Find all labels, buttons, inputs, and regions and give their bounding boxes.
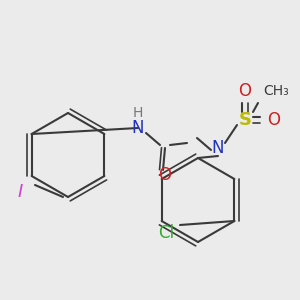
Text: N: N (212, 139, 224, 157)
Text: O: O (268, 111, 281, 129)
Text: Cl: Cl (158, 224, 174, 242)
Text: I: I (17, 183, 22, 201)
Text: CH₃: CH₃ (263, 84, 289, 98)
Text: S: S (238, 111, 251, 129)
Text: O: O (158, 166, 172, 184)
Text: N: N (132, 119, 144, 137)
Text: H: H (133, 106, 143, 120)
Text: O: O (238, 82, 251, 100)
